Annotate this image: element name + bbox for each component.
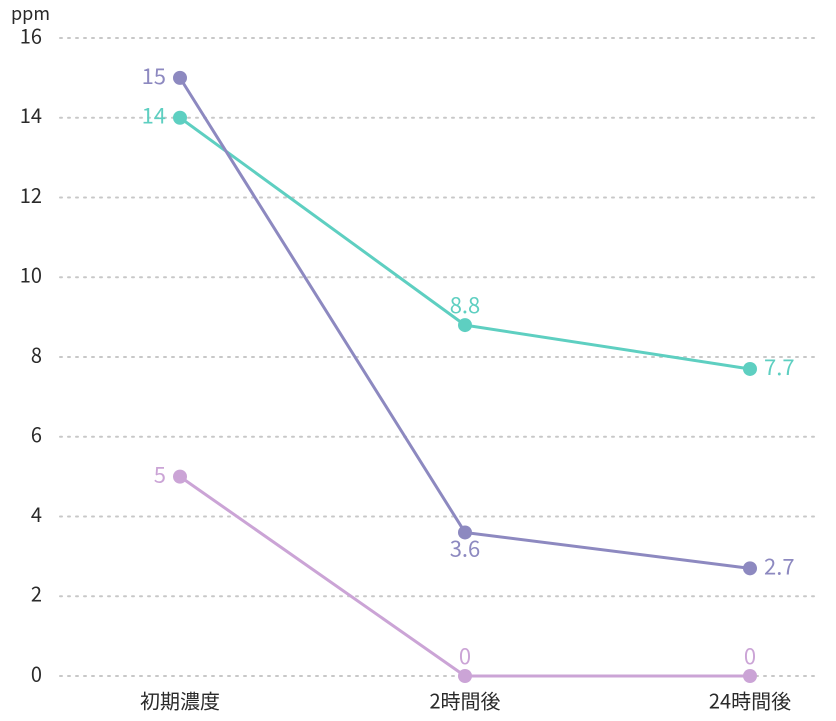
line-chart: 0246810121416ppm初期濃度2時間後24時間後148.87.7153…	[0, 0, 836, 721]
series-marker-series-a	[743, 362, 757, 376]
series-value-label: 14	[142, 99, 166, 131]
x-tick-label: 24時間後	[709, 685, 791, 714]
y-tick-label: 2	[31, 579, 42, 608]
series-value-label: 0	[744, 639, 756, 671]
y-tick-label: 14	[20, 100, 42, 129]
series-value-label: 5	[154, 458, 166, 490]
y-tick-label: 10	[20, 260, 42, 289]
series-value-label: 8.8	[450, 288, 481, 320]
series-marker-series-b	[173, 71, 187, 85]
series-value-label: 3.6	[450, 531, 481, 563]
series-marker-series-c	[458, 669, 472, 683]
y-tick-label: 6	[31, 419, 42, 448]
series-marker-series-c	[743, 669, 757, 683]
chart-canvas: 0246810121416ppm初期濃度2時間後24時間後148.87.7153…	[0, 0, 836, 721]
series-marker-series-a	[458, 318, 472, 332]
series-marker-series-a	[173, 111, 187, 125]
y-tick-label: 12	[20, 180, 42, 209]
y-tick-label: 4	[31, 499, 42, 528]
x-tick-label: 初期濃度	[140, 685, 220, 714]
x-tick-label: 2時間後	[429, 685, 500, 714]
series-value-label: 15	[142, 59, 166, 91]
series-marker-series-b	[743, 561, 757, 575]
y-tick-label: 8	[31, 339, 42, 368]
series-value-label: 7.7	[764, 350, 795, 382]
series-value-label: 2.7	[764, 549, 795, 581]
series-value-label: 0	[459, 639, 471, 671]
series-marker-series-c	[173, 470, 187, 484]
y-tick-label: 0	[31, 658, 42, 687]
y-axis-unit: ppm	[11, 0, 50, 26]
